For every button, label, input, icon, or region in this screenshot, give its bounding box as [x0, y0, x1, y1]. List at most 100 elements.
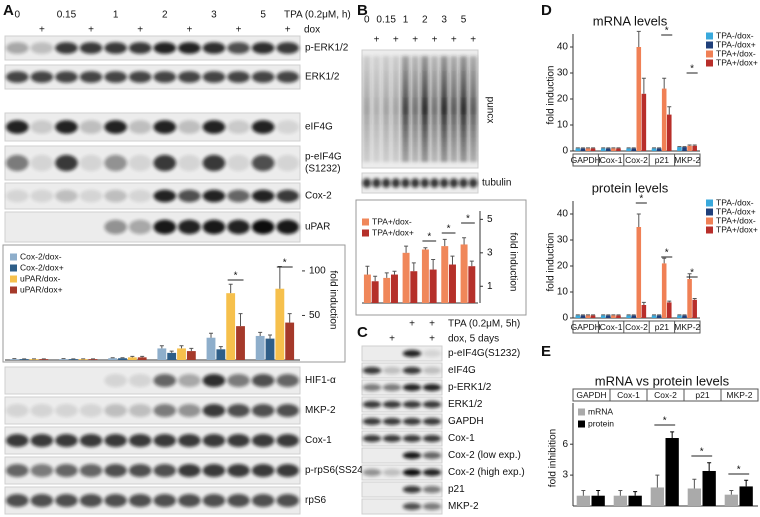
error-bar — [585, 147, 590, 149]
bar — [611, 315, 616, 318]
legend-label: TPA-/dox- — [716, 197, 754, 207]
bar — [206, 337, 216, 360]
blot-background — [4, 145, 301, 181]
blot-band — [30, 71, 54, 83]
error-bar — [662, 77, 667, 89]
bar — [255, 335, 265, 360]
blot-band — [104, 71, 127, 83]
category-label: Cox-1 — [600, 322, 623, 332]
bar — [186, 351, 196, 360]
legend-label: TPA+/dox+ — [716, 57, 758, 67]
blot-band — [382, 383, 402, 392]
blot-band — [382, 400, 402, 409]
blot-band — [251, 120, 275, 134]
blot-band — [362, 178, 372, 188]
blot-label: p21 — [448, 484, 465, 495]
blot — [361, 172, 479, 194]
error-bar — [631, 147, 636, 149]
blot-band — [104, 374, 127, 387]
lane-label: 3 — [211, 10, 217, 21]
blot-band — [104, 464, 127, 477]
blot-smear — [430, 56, 439, 162]
bar — [580, 148, 586, 151]
dox-mark: + — [470, 35, 476, 46]
blot-band — [420, 178, 430, 188]
bar — [651, 148, 657, 151]
blot — [361, 464, 443, 481]
blot-band — [202, 434, 226, 447]
legend-label: protein — [588, 418, 614, 428]
blot-band — [178, 189, 201, 203]
bar — [677, 315, 682, 318]
blot-band — [362, 417, 382, 426]
bar — [702, 470, 716, 506]
dox-mark: + — [88, 25, 94, 36]
bar — [687, 145, 692, 151]
blot — [4, 211, 301, 243]
bar — [585, 315, 591, 318]
y-tick-label: 3 — [562, 470, 568, 481]
blot-background — [4, 486, 301, 515]
bar — [606, 148, 611, 151]
blot-band — [79, 154, 103, 172]
blot-label: Cox-1 — [305, 435, 332, 446]
significance-mark: * — [700, 447, 704, 458]
blot-label: puncx — [484, 97, 495, 124]
category-label: GAPDH — [576, 390, 606, 400]
blot-band — [153, 464, 177, 477]
blot-band — [402, 485, 422, 494]
blot-band — [128, 71, 152, 83]
blot-band — [55, 42, 78, 54]
blot-band — [227, 71, 250, 83]
bar — [580, 315, 586, 318]
y-tick-label: 50 — [309, 310, 321, 321]
blot-band — [251, 404, 275, 417]
blot-band — [55, 154, 78, 172]
panel-label: C — [357, 324, 368, 341]
blot-band — [5, 189, 29, 203]
blot-band — [128, 374, 152, 387]
blot-band — [422, 468, 442, 477]
y-tick-label: 20 — [557, 94, 569, 105]
bar — [575, 148, 581, 151]
blot-band — [227, 434, 250, 447]
blot-band — [227, 404, 250, 417]
blot — [4, 366, 301, 395]
significance-mark: * — [234, 271, 238, 282]
blot-band — [5, 154, 29, 172]
significance-mark: * — [283, 258, 287, 269]
bar — [468, 266, 476, 303]
blot-label: rpS6 — [305, 495, 327, 506]
bar — [410, 271, 418, 303]
blot-band — [128, 219, 152, 235]
blot-background — [4, 396, 301, 425]
y-tick-label: 0 — [562, 313, 568, 324]
lane-label: 5 — [461, 15, 467, 26]
legend-swatch — [706, 199, 713, 207]
error-bar — [575, 314, 580, 316]
significance-mark: * — [427, 232, 431, 243]
y-tick-label: 1 — [487, 281, 493, 292]
category-label: MKP-2 — [674, 322, 700, 332]
bar — [402, 252, 410, 303]
bar — [575, 315, 581, 318]
legend-label: TPA-/dox+ — [716, 39, 756, 49]
y-tick-label: 10 — [557, 287, 569, 298]
blot-band — [402, 400, 422, 409]
treatment-label: TPA (0.2μM, h) — [284, 10, 351, 21]
blot-band — [227, 494, 250, 507]
blot-band — [5, 42, 29, 54]
error-bar — [611, 147, 616, 149]
legend-swatch — [706, 50, 713, 58]
blot-band — [178, 404, 201, 417]
panel-label: B — [357, 2, 368, 19]
error-bar — [682, 314, 687, 316]
blot-band — [422, 383, 442, 392]
error-bar — [585, 314, 590, 316]
category-label: Cox-2 — [654, 390, 677, 400]
blot-band — [276, 219, 300, 235]
error-bar — [636, 30, 641, 47]
error-bar — [450, 255, 455, 265]
error-bar — [384, 272, 389, 278]
bar — [616, 148, 621, 151]
